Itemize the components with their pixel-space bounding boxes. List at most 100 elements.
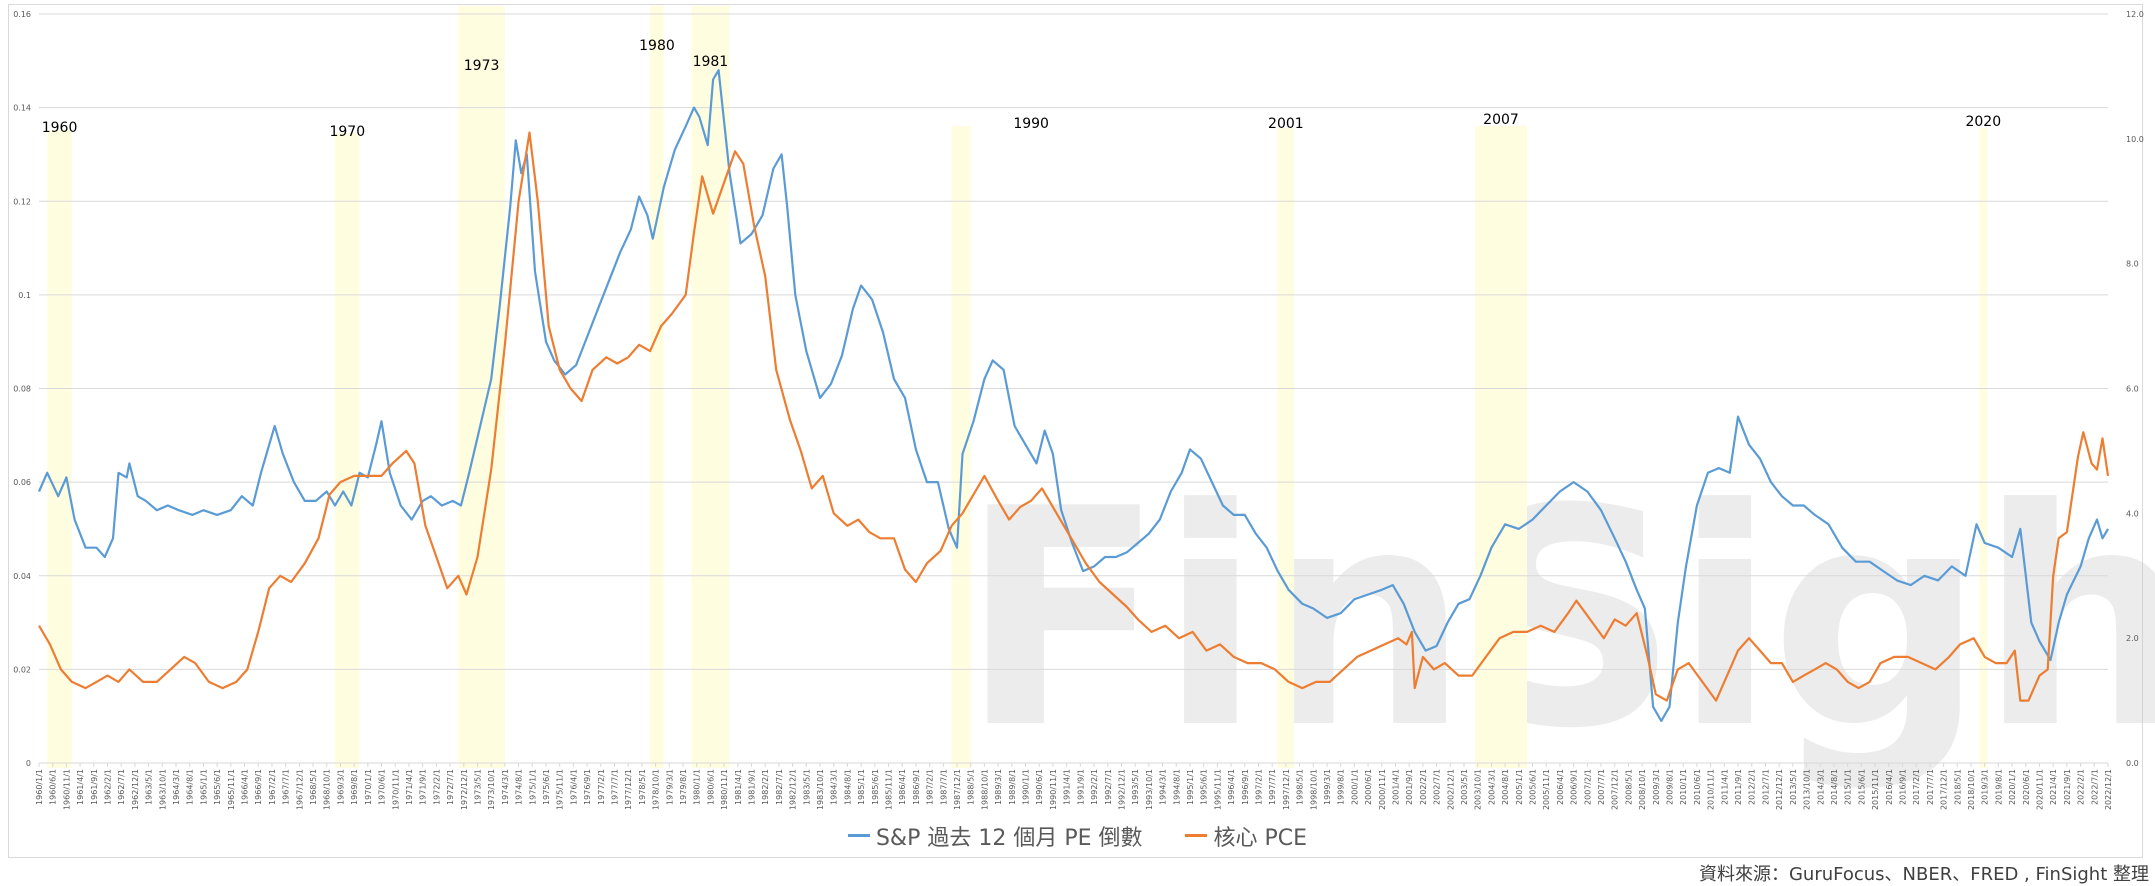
x-tick-label: 2011/4/1: [1720, 769, 1729, 805]
x-tick-label: 1975/11/1: [556, 769, 565, 810]
x-tick-label: 1985/11/1: [885, 769, 894, 810]
x-tick-label: 1989/8/1: [1008, 769, 1017, 805]
x-tick-label: 1999/8/1: [1337, 769, 1346, 805]
x-tick-label: 1987/7/1: [939, 769, 948, 805]
recession-band: [458, 6, 505, 768]
legend: S&P 過去 12 個月 PE 倒數 核心 PCE: [0, 818, 2155, 852]
x-tick-label: 2016/4/1: [1885, 769, 1894, 805]
x-tick-label: 1996/9/1: [1241, 769, 1250, 805]
x-tick-label: 1993/10/1: [1145, 769, 1154, 810]
recession-band: [47, 130, 72, 768]
x-tick-label: 2015/6/1: [1857, 769, 1866, 805]
x-tick-label: 1981/4/1: [734, 769, 743, 805]
x-axis: 1960/1/1 1960/6/1 1960/11/1 1961/4/1 1961/9/…: [35, 762, 2113, 810]
x-tick-label: 1967/2/1: [268, 769, 277, 805]
x-tick-label: 2012/12/1: [1775, 769, 1784, 810]
x-tick-label: 1969/8/1: [350, 769, 359, 805]
x-tick-label: 2005/1/1: [1515, 769, 1524, 805]
x-tick-label: 1980/11/1: [720, 769, 729, 810]
x-tick-label: 1974/8/1: [515, 769, 524, 805]
y-right-tick-label: 10.0: [2126, 135, 2144, 144]
x-tick-label: 2014/3/1: [1816, 769, 1825, 805]
recession-label: 1970: [329, 124, 365, 140]
x-tick-label: 1998/5/1: [1296, 769, 1305, 805]
x-tick-label: 1964/3/1: [172, 769, 181, 805]
x-tick-label: 1975/6/1: [542, 769, 551, 805]
x-tick-label: 1977/7/1: [610, 769, 619, 805]
x-tick-label: 1984/3/1: [830, 769, 839, 805]
y-left-tick-label: 0.16: [13, 10, 31, 19]
x-tick-label: 1968/10/1: [323, 769, 332, 810]
x-tick-label: 1980/6/1: [706, 769, 715, 805]
recession-label: 1990: [1013, 116, 1049, 132]
x-tick-label: 2001/9/1: [1405, 769, 1414, 805]
legend-item-pe: S&P 過去 12 個月 PE 倒數: [847, 820, 1142, 852]
x-tick-label: 1966/9/1: [254, 769, 263, 805]
x-tick-label: 1976/9/1: [583, 769, 592, 805]
y-axis-right: 0.0 2.0 4.0 6.0 8.0 10.0 12.0: [2126, 10, 2144, 768]
x-tick-label: 1981/9/1: [748, 769, 757, 805]
x-tick-label: 1975/1/1: [528, 769, 537, 805]
x-tick-label: 1978/10/1: [652, 769, 661, 810]
x-tick-label: 1997/7/1: [1268, 769, 1277, 805]
x-tick-label: 2009/3/1: [1652, 769, 1661, 805]
x-tick-label: 1984/8/1: [843, 769, 852, 805]
x-tick-label: 1989/3/1: [994, 769, 1003, 805]
x-tick-label: 1997/2/1: [1254, 769, 1263, 805]
x-tick-label: 1982/2/1: [761, 769, 770, 805]
x-tick-label: 1990/1/1: [1022, 769, 1031, 805]
legend-swatch-pe: [847, 834, 870, 837]
x-tick-label: 1962/7/1: [117, 769, 126, 805]
x-tick-label: 1988/10/1: [980, 769, 989, 810]
x-tick-label: 1987/12/1: [953, 769, 962, 810]
source-note: 資料來源：GuruFocus、NBER、FRED , FinSight 整理: [1698, 864, 2149, 885]
x-tick-label: 2013/10/1: [1803, 769, 1812, 810]
x-tick-label: 2004/8/1: [1501, 769, 1510, 805]
y-left-tick-label: 0.02: [13, 665, 31, 674]
recession-band: [1277, 128, 1295, 768]
recession-band: [650, 6, 664, 768]
y-left-tick-label: 0: [26, 759, 31, 768]
recession-label: 1981: [693, 54, 729, 70]
recession-labels: 1960 1970 1973 1980 1981 1990 2001 2007 2020: [42, 38, 2001, 140]
series-lines: [37, 69, 2110, 723]
x-tick-label: 1994/3/1: [1159, 769, 1168, 805]
x-tick-label: 1972/2/1: [432, 769, 441, 805]
legend-item-pce: 核心 PCE: [1185, 820, 1307, 852]
x-tick-label: 2010/6/1: [1693, 769, 1702, 805]
x-tick-label: 1962/2/1: [104, 769, 113, 805]
x-tick-label: 2015/1/1: [1844, 769, 1853, 805]
x-tick-label: 1972/7/1: [446, 769, 455, 805]
y-right-tick-label: 12.0: [2126, 10, 2144, 19]
x-tick-label: 1973/5/1: [473, 769, 482, 805]
x-tick-label: 1970/1/1: [364, 769, 373, 805]
x-tick-label: 2007/2/1: [1583, 769, 1592, 805]
x-tick-label: 1963/10/1: [158, 769, 167, 810]
recession-label: 1973: [464, 58, 500, 74]
x-tick-label: 1977/2/1: [597, 769, 606, 805]
x-tick-label: 1960/11/1: [62, 769, 71, 810]
x-tick-label: 2014/8/1: [1830, 769, 1839, 805]
x-tick-label: 2017/2/1: [1912, 769, 1921, 805]
x-tick-label: 1986/9/1: [912, 769, 921, 805]
x-tick-label: 1976/4/1: [569, 769, 578, 805]
series-line-core-pce: [38, 131, 2110, 702]
x-tick-label: 1990/11/1: [1049, 769, 1058, 810]
x-tick-label: 1962/12/1: [131, 769, 140, 810]
y-left-tick-label: 0.06: [13, 478, 31, 487]
x-tick-label: 2018/5/1: [1953, 769, 1962, 805]
x-tick-label: 1980/1/1: [693, 769, 702, 805]
x-tick-label: 2006/4/1: [1556, 769, 1565, 805]
x-tick-label: 2008/10/1: [1638, 769, 1647, 810]
x-tick-label: 2005/11/1: [1542, 769, 1551, 810]
x-tick-label: 1979/3/1: [665, 769, 674, 805]
x-tick-label: 1997/12/1: [1282, 769, 1291, 810]
x-tick-label: 2012/7/1: [1761, 769, 1770, 805]
x-tick-label: 1960/6/1: [49, 769, 58, 805]
recession-band: [1979, 128, 1988, 768]
x-tick-label: 2001/4/1: [1391, 769, 1400, 805]
y-left-tick-label: 0.12: [13, 197, 31, 206]
x-tick-label: 1999/3/1: [1323, 769, 1332, 805]
x-tick-label: 1961/4/1: [76, 769, 85, 805]
x-tick-label: 1983/5/1: [802, 769, 811, 805]
